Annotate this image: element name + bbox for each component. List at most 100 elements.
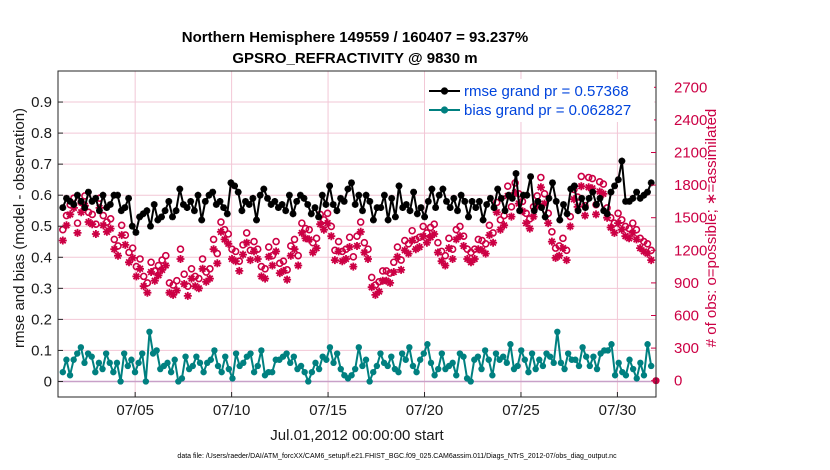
assimilated-obs-point: [319, 225, 328, 234]
y-tick-label-right: 2400: [674, 112, 707, 129]
bias-point: [615, 359, 622, 367]
rmse-point: [446, 204, 454, 211]
assimilated-obs-point: [511, 188, 520, 197]
rmse-point: [165, 198, 173, 205]
y-tick-label-left: 0.5: [31, 218, 52, 235]
possible-obs-point: [389, 258, 398, 267]
y-tick-label-left: 0.3: [31, 280, 52, 297]
assimilated-obs-point: [525, 224, 534, 233]
rmse-point: [428, 185, 436, 193]
bias-point: [521, 356, 529, 363]
bias-point: [572, 356, 579, 363]
assimilated-obs-point: [183, 291, 192, 300]
bias-point: [211, 347, 218, 354]
rmse-point: [110, 191, 118, 199]
rmse-point: [487, 194, 494, 202]
assimilated-obs-point: [603, 213, 612, 222]
assimilated-obs-point: [194, 284, 203, 293]
rmse-point: [644, 188, 651, 196]
y-tick-label-right: 900: [674, 275, 699, 292]
possible-obs-point: [507, 203, 516, 211]
rmse-point: [381, 191, 388, 199]
rmse-point: [468, 198, 476, 205]
bias-point: [315, 365, 323, 373]
assimilated-obs-point: [581, 211, 589, 220]
rmse-point: [505, 191, 513, 199]
possible-obs-point: [419, 222, 427, 231]
rmse-point: [523, 191, 531, 199]
assimilated-obs-point: [643, 249, 652, 258]
rmse-point: [176, 185, 184, 193]
assimilated-obs-point: [617, 225, 626, 234]
rmse-point: [85, 188, 92, 196]
plot-frame: [57, 70, 657, 398]
assimilated-obs-point: [386, 278, 395, 287]
bias-point: [438, 350, 446, 357]
possible-obs-point: [206, 264, 214, 273]
rmse-point: [194, 191, 202, 199]
rmse-point: [439, 185, 447, 193]
possible-obs-point: [147, 258, 155, 267]
bias-point: [453, 372, 460, 379]
assimilated-obs-point: [191, 282, 200, 291]
possible-obs-point: [334, 237, 343, 246]
bias-point: [503, 359, 510, 367]
rmse-point: [216, 198, 224, 205]
rmse-point: [253, 216, 260, 224]
rmse-point: [242, 198, 249, 205]
assimilated-obs-point: [547, 237, 556, 246]
bias-point: [287, 359, 294, 367]
bias-point: [131, 368, 139, 376]
bias-point: [128, 356, 135, 363]
bias-point: [485, 356, 492, 363]
bias-point: [164, 359, 171, 367]
assimilated-obs-point: [268, 261, 277, 270]
rmse-point: [413, 210, 421, 218]
bias-point: [413, 368, 420, 376]
bias-point: [135, 359, 142, 367]
bias-point: [222, 353, 229, 360]
rmse-point: [307, 210, 315, 218]
bias-point: [611, 372, 619, 379]
assimilated-obs-point: [382, 276, 391, 285]
possible-obs-point: [349, 253, 358, 261]
possible-obs-point: [125, 248, 133, 257]
rmse-point: [556, 216, 564, 224]
possible-obs-point: [584, 173, 593, 182]
assimilated-obs-point: [364, 255, 372, 263]
assimilated-obs-point: [345, 243, 354, 251]
assimilated-obs-point: [272, 247, 281, 256]
assimilated-obs-point: [176, 255, 185, 263]
rmse-point: [534, 198, 542, 205]
possible-obs-point: [298, 219, 306, 227]
bias-point: [70, 356, 77, 363]
assimilated-obs-point: [246, 256, 255, 265]
bias-point: [63, 356, 70, 363]
assimilated-obs-point: [481, 249, 490, 258]
bias-point: [232, 350, 240, 357]
bias-point: [229, 375, 236, 382]
x-tick-label: 07/05: [116, 402, 154, 419]
assimilated-obs-point: [529, 212, 538, 221]
rmse-point: [362, 191, 370, 199]
assimilated-obs-point: [305, 235, 314, 244]
rmse-point: [348, 179, 355, 187]
rmse-point: [552, 198, 560, 205]
assimilated-obs-point: [239, 250, 247, 259]
rmse-point: [563, 210, 571, 218]
possible-obs-point: [73, 219, 82, 227]
rmse-point: [286, 191, 293, 199]
possible-obs-point: [360, 238, 369, 247]
bias-point: [258, 347, 265, 354]
possible-obs-point: [441, 251, 450, 260]
bias-point: [366, 378, 373, 385]
rmse-point: [527, 173, 534, 180]
rmse-point: [245, 201, 253, 208]
possible-obs-point: [445, 234, 453, 243]
assimilated-obs-point: [592, 210, 600, 219]
assimilated-obs-point: [139, 282, 148, 291]
assimilated-obs-point: [253, 255, 262, 263]
rmse-point: [106, 201, 114, 208]
y-tick-label-left: 0.1: [31, 342, 52, 359]
